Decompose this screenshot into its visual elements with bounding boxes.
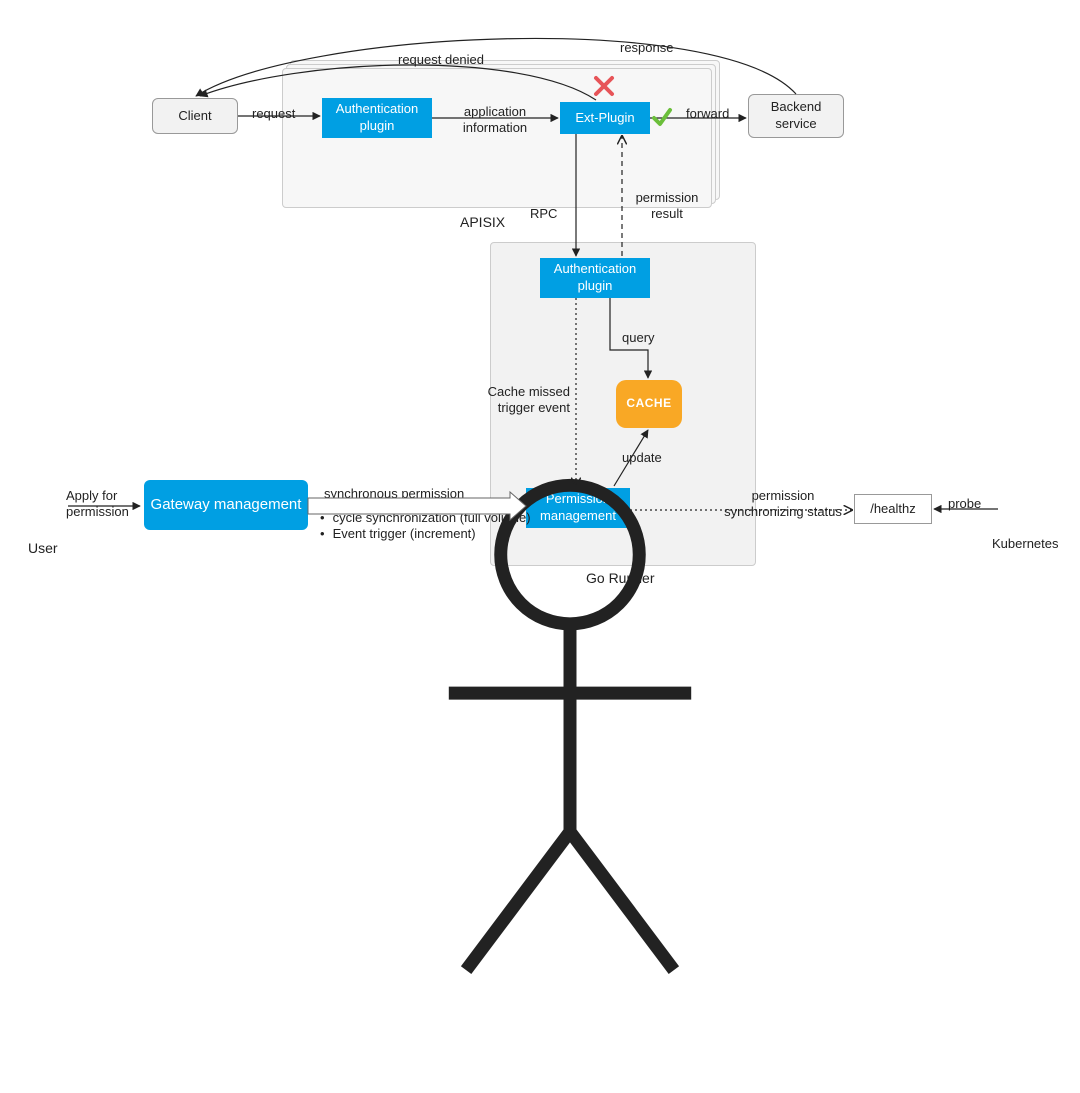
k8s-label: Kubernetes — [992, 536, 1059, 552]
ext-plugin-node: Ext-Plugin — [560, 102, 650, 134]
apisix-label: APISIX — [460, 214, 505, 231]
edge-sync-perm: synchronous permission — [324, 486, 464, 502]
client-label: Client — [178, 108, 211, 125]
edge-app-info: application information — [440, 104, 550, 135]
edge-rpc: RPC — [530, 206, 557, 222]
cache-node: CACHE — [616, 380, 682, 428]
backend-node: Backend service — [748, 94, 844, 138]
edge-request: request — [252, 106, 295, 122]
edge-update: update — [622, 450, 662, 466]
edge-query: query — [622, 330, 655, 346]
user-icon — [30, 468, 1080, 1079]
client-node: Client — [152, 98, 238, 134]
apisix-container — [282, 68, 712, 208]
auth-plugin-top-label: Authentication plugin — [322, 101, 432, 135]
k8s-icon — [1000, 482, 1080, 1093]
edge-perm-sync-status: permission synchronizing status — [718, 488, 848, 519]
edge-forward: forward — [686, 106, 729, 122]
edge-apply-permission: Apply for permission — [66, 488, 146, 519]
edge-request-denied: request denied — [398, 52, 484, 68]
backend-label: Backend service — [749, 99, 843, 133]
bullet-0: cycle synchronization (full volume) — [333, 510, 531, 526]
edge-response: response — [620, 40, 673, 56]
ext-plugin-label: Ext-Plugin — [575, 110, 634, 127]
cache-label: CACHE — [626, 396, 671, 412]
bullet-1: Event trigger (increment) — [333, 526, 476, 542]
edge-cache-missed: Cache missed trigger event — [450, 384, 570, 415]
auth-plugin-top-node: Authentication plugin — [322, 98, 432, 138]
edge-probe: probe — [948, 496, 981, 512]
auth-plugin-go-node: Authentication plugin — [540, 258, 650, 298]
user-label: User — [28, 540, 58, 557]
edge-perm-result: permission result — [622, 190, 712, 221]
bullet-list: •cycle synchronization (full volume) •Ev… — [320, 510, 540, 541]
auth-plugin-go-label: Authentication plugin — [540, 261, 650, 295]
